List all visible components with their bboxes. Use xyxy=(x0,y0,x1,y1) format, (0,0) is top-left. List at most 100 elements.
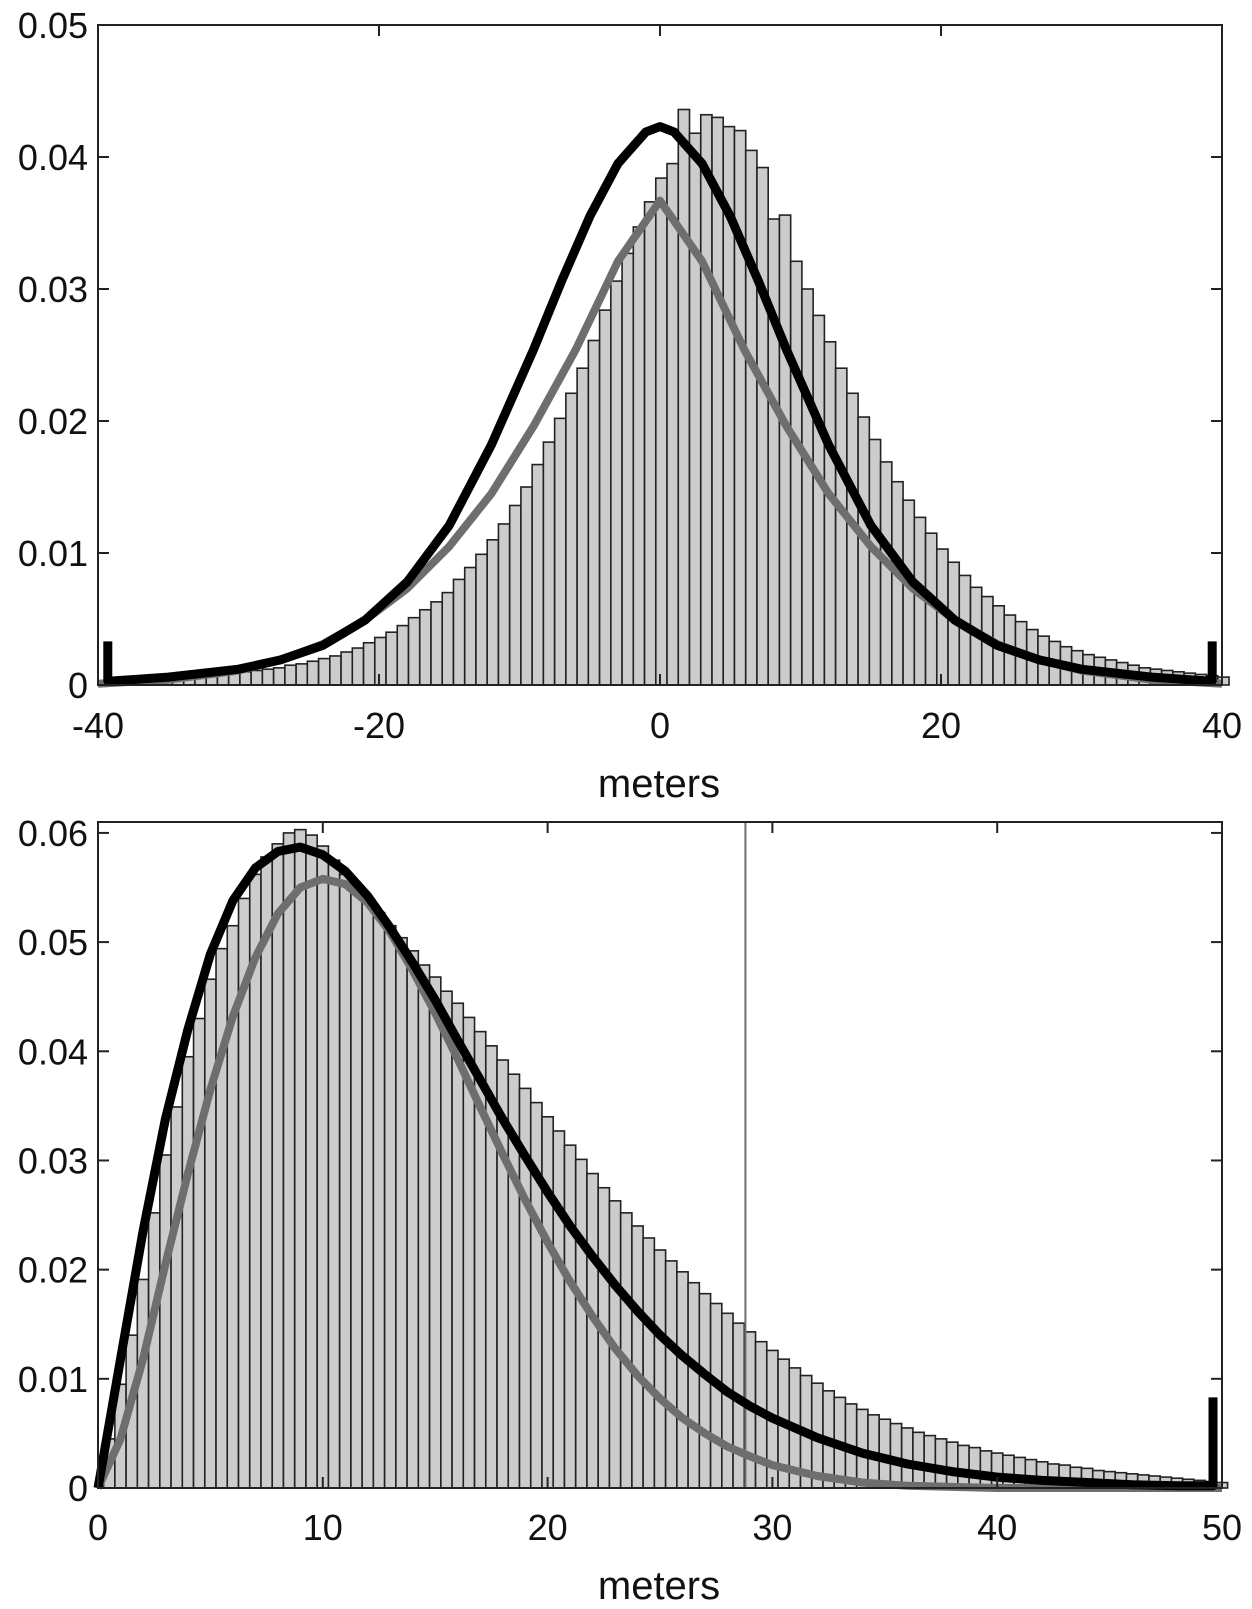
top-histogram-bar xyxy=(610,280,623,686)
top-histogram-bar xyxy=(565,392,578,686)
bottom-histogram-bar xyxy=(192,1017,206,1489)
bottom-histogram-bar xyxy=(957,1444,970,1489)
bottom-histogram-bar xyxy=(147,1212,161,1489)
bottom-ytick-label: 0.05 xyxy=(18,922,88,963)
bottom-ytick-label: 0 xyxy=(68,1468,88,1509)
bottom-histogram-bar xyxy=(305,834,318,1489)
top-histogram-bar xyxy=(812,314,826,686)
top-histogram-bar xyxy=(654,177,668,686)
bottom-histogram-bar xyxy=(574,1158,588,1489)
bottom-histogram-bar xyxy=(709,1302,723,1489)
bottom-histogram-bar xyxy=(676,1271,689,1489)
top-histogram-bar xyxy=(767,218,781,686)
bottom-histogram-bar xyxy=(968,1446,982,1489)
top-histogram-bar xyxy=(317,657,331,686)
top-histogram-bar xyxy=(430,601,444,686)
top-histogram-bar xyxy=(587,339,601,686)
bottom-histogram-bar xyxy=(934,1438,948,1489)
bottom-histogram-bar xyxy=(372,911,386,1489)
bottom-ytick-label: 0.01 xyxy=(18,1359,88,1400)
top-histogram-bar xyxy=(396,624,410,686)
bottom-histogram-bar xyxy=(327,859,341,1489)
bottom-histogram-bar xyxy=(293,828,307,1489)
bottom-histogram-bar xyxy=(912,1431,925,1489)
top-histogram-bar xyxy=(643,201,657,686)
top-chart-xlabel: meters xyxy=(598,762,720,806)
bottom-histogram-bar xyxy=(361,899,375,1489)
top-histogram-bar xyxy=(891,480,904,686)
bottom-ytick-label: 0.02 xyxy=(18,1250,88,1291)
top-histogram-bar xyxy=(553,417,567,686)
top-xtick-label: 20 xyxy=(921,705,961,746)
top-histogram-bar xyxy=(823,340,837,686)
top-ytick-label: 0.01 xyxy=(18,533,88,574)
top-histogram-bar xyxy=(441,591,455,686)
bottom-density-curve-gray xyxy=(94,874,1222,1492)
bottom-xtick-label: 40 xyxy=(977,1507,1017,1548)
top-histogram-bar xyxy=(497,523,511,686)
bottom-histogram-bar xyxy=(282,832,296,1489)
top-histogram-bar xyxy=(677,108,691,686)
top-chart-panel: meters -40 -20 0 20 40 0 0.01 0.02 0.03 0.04 0.05 xyxy=(18,5,1242,806)
top-histogram-bar xyxy=(486,538,500,686)
top-ytick-label: 0.03 xyxy=(18,269,88,310)
top-histogram-bar xyxy=(531,463,545,686)
top-histogram-bar xyxy=(879,461,893,686)
bottom-xtick-label: 0 xyxy=(88,1507,108,1548)
top-xtick-label: 0 xyxy=(650,705,670,746)
top-histogram-bar xyxy=(295,663,309,686)
bottom-histogram-bar xyxy=(181,1055,195,1489)
top-histogram-bar xyxy=(351,647,365,686)
top-histogram-bar xyxy=(373,636,387,686)
bottom-histogram-bar xyxy=(1002,1454,1015,1489)
bottom-histogram-bar xyxy=(721,1312,734,1489)
bottom-histogram-bar xyxy=(698,1292,712,1489)
bottom-chart-xlabel: meters xyxy=(598,1564,720,1608)
top-histogram-bar xyxy=(362,641,376,686)
top-histogram-bar xyxy=(463,566,477,686)
bottom-histogram-bar xyxy=(271,843,285,1489)
bottom-xtick-label: 20 xyxy=(528,1507,568,1548)
bottom-histogram-bar xyxy=(440,990,453,1489)
top-histogram-bar xyxy=(576,367,590,686)
top-ytick-label: 0 xyxy=(68,665,88,706)
top-histogram-bar xyxy=(801,288,814,686)
top-histogram-bar xyxy=(272,667,286,686)
top-histogram-bar xyxy=(733,129,747,686)
top-histogram-bar xyxy=(789,260,803,686)
bottom-histogram-bar xyxy=(552,1130,566,1489)
bottom-histogram-bar xyxy=(395,936,408,1489)
top-histogram-bar xyxy=(407,616,421,686)
top-histogram-bar xyxy=(542,441,556,686)
bottom-histogram-bar xyxy=(664,1260,678,1489)
bottom-histogram-bar xyxy=(586,1172,599,1489)
top-histogram-bar xyxy=(329,655,342,686)
bottom-histogram-bar xyxy=(428,976,442,1489)
bottom-chart-panel: meters 0 10 20 30 40 50 0 0.01 0.02 0.03 0.04 0.05 0… xyxy=(18,813,1242,1608)
top-histogram-bar xyxy=(834,367,848,686)
top-xtick-label: -20 xyxy=(353,705,405,746)
bottom-histogram-bar xyxy=(383,924,397,1489)
bottom-histogram-bar xyxy=(417,964,431,1489)
bottom-histogram-bar xyxy=(653,1249,667,1489)
top-xtick-label: 40 xyxy=(1202,705,1242,746)
top-ytick-label: 0.05 xyxy=(18,5,88,46)
top-histogram-bar xyxy=(666,162,680,686)
top-histogram-bar xyxy=(284,664,297,686)
top-histogram-bar xyxy=(306,660,320,686)
top-histogram-bar xyxy=(846,392,859,686)
bottom-histogram-bar xyxy=(979,1450,993,1489)
top-histogram-bar xyxy=(699,113,713,686)
bottom-histogram-bar xyxy=(631,1225,644,1489)
top-histogram-bar xyxy=(756,166,769,686)
top-histogram-bar xyxy=(261,668,275,686)
bottom-histogram-bar xyxy=(350,886,363,1489)
bottom-histogram-bar xyxy=(945,1441,959,1489)
bottom-histogram-bar xyxy=(406,950,420,1489)
top-histogram-bar xyxy=(598,309,612,686)
top-histogram-bar xyxy=(632,226,646,686)
bottom-ytick-label: 0.03 xyxy=(18,1140,88,1181)
bottom-xtick-label: 30 xyxy=(752,1507,792,1548)
bottom-axes-box xyxy=(97,821,1223,1489)
